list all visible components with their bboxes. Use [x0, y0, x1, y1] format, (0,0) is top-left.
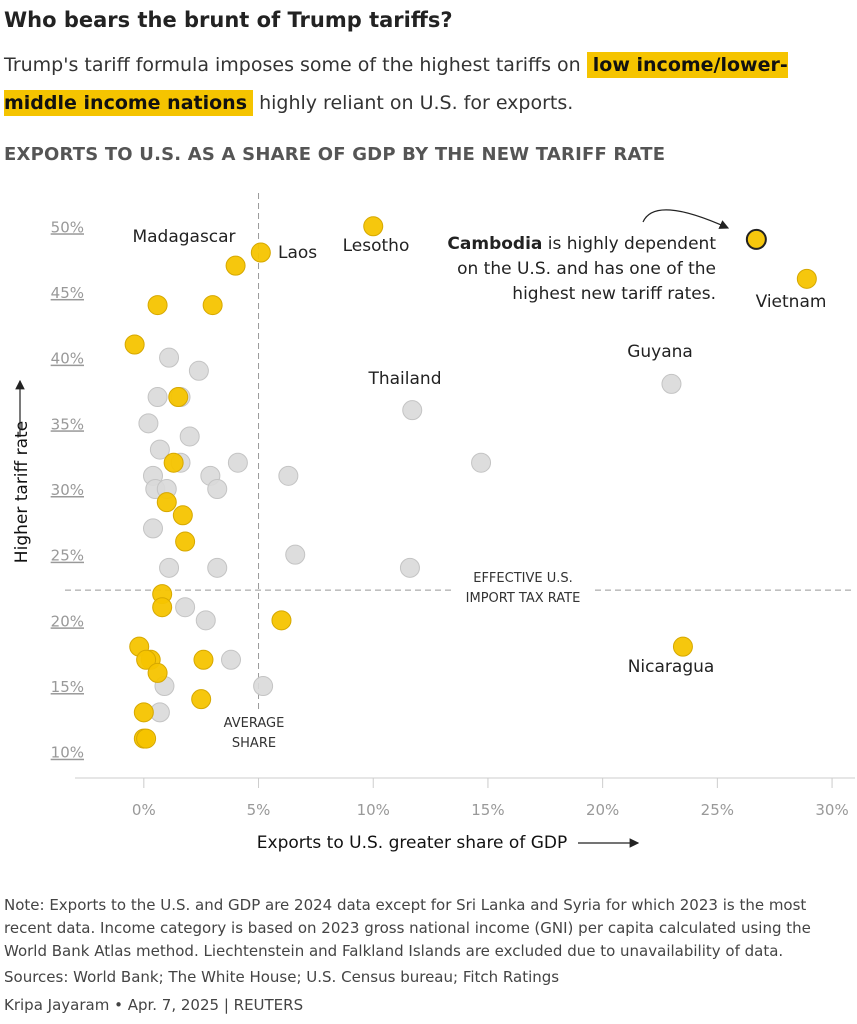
- other-nations-points: [138, 347, 682, 723]
- point-other: [227, 452, 248, 473]
- cambodia-annotation-line2: on the U.S. and has one of the: [457, 259, 716, 279]
- average-share-label-1: AVERAGE: [224, 716, 285, 731]
- point-lesotho: [363, 216, 384, 237]
- label-lesotho: Lesotho: [343, 236, 410, 256]
- point-other: [207, 557, 228, 578]
- x-axis-ticks: 0% 5% 10% 15% 20% 25% 30%: [132, 778, 849, 819]
- point-other: [175, 597, 196, 618]
- label-nicaragua: Nicaragua: [628, 657, 715, 677]
- x-tick-label: 5%: [247, 801, 271, 819]
- point-low-income: [202, 295, 223, 316]
- point-low-income: [136, 649, 157, 670]
- point-other: [159, 557, 180, 578]
- point-low-income: [191, 689, 212, 710]
- point-low-income: [163, 452, 184, 473]
- point-low-income: [147, 295, 168, 316]
- point-low-income: [124, 334, 145, 355]
- x-tick-label: 30%: [815, 801, 848, 819]
- point-low-income: [168, 387, 189, 408]
- x-tick-label: 15%: [471, 801, 504, 819]
- point-cambodia: [745, 228, 767, 250]
- y-tick-label: 10%: [51, 744, 84, 762]
- credit: Kripa Jayaram • Apr. 7, 2025 | REUTERS: [4, 996, 304, 1014]
- point-other: [253, 676, 274, 697]
- point-thailand: [402, 400, 423, 421]
- point-other: [143, 518, 163, 539]
- y-tick-label: 40%: [51, 350, 84, 368]
- x-axis-title: Exports to U.S. greater share of GDP: [257, 833, 567, 853]
- label-thailand: Thailand: [367, 369, 441, 389]
- y-tick-label: 15%: [51, 678, 84, 696]
- point-low-income: [175, 531, 196, 552]
- effective-rate-label-2: IMPORT TAX RATE: [466, 591, 581, 606]
- point-guyana: [661, 373, 682, 394]
- label-laos: Laos: [278, 243, 317, 263]
- point-other: [147, 387, 168, 408]
- subtitle-text-end: highly reliant on U.S. for exports.: [259, 92, 574, 114]
- y-axis-title: Higher tariff rate: [12, 421, 32, 563]
- y-tick-label: 45%: [51, 284, 84, 302]
- cambodia-annotation-line3: highest new tariff rates.: [512, 284, 716, 304]
- point-laos: [250, 242, 271, 263]
- point-nicaragua: [672, 636, 693, 657]
- low-income-points: [124, 216, 817, 749]
- chart-subtitle: Trump's tariff formula imposes some of t…: [4, 46, 854, 122]
- label-guyana: Guyana: [627, 342, 693, 362]
- label-madagascar: Madagascar: [132, 227, 235, 247]
- x-tick-label: 0%: [132, 801, 156, 819]
- point-other: [138, 413, 159, 434]
- y-tick-label: 25%: [51, 547, 84, 565]
- point-other: [195, 610, 216, 631]
- y-tick-label: 35%: [51, 415, 84, 433]
- point-low-income: [193, 649, 214, 670]
- point-low-income: [133, 702, 154, 723]
- y-tick-label: 50%: [51, 218, 84, 236]
- point-low-income: [271, 610, 292, 631]
- chart-title: EXPORTS TO U.S. AS A SHARE OF GDP BY THE…: [4, 144, 666, 165]
- point-other: [179, 426, 200, 447]
- cambodia-annotation-line1: Cambodia is highly dependent: [447, 234, 716, 254]
- cambodia-annotation-rest: is highly dependent: [542, 234, 716, 254]
- point-other: [207, 479, 228, 499]
- x-tick-label: 25%: [701, 801, 734, 819]
- point-other: [285, 544, 306, 565]
- x-tick-label: 10%: [357, 801, 390, 819]
- point-other: [399, 557, 420, 578]
- cambodia-annotation-bold: Cambodia: [447, 234, 542, 254]
- subtitle-text: Trump's tariff formula imposes some of t…: [4, 54, 581, 76]
- chart-headline: Who bears the brunt of Trump tariffs?: [4, 8, 453, 32]
- footnote: Note: Exports to the U.S. and GDP are 20…: [4, 896, 811, 960]
- point-low-income: [156, 492, 177, 513]
- y-tick-label: 30%: [51, 481, 84, 499]
- point-madagascar: [225, 255, 246, 276]
- point-other: [149, 439, 170, 460]
- effective-rate-label-1: EFFECTIVE U.S.: [473, 571, 573, 586]
- y-tick-label: 20%: [51, 612, 84, 630]
- point-other: [188, 360, 209, 381]
- x-tick-label: 20%: [586, 801, 619, 819]
- cambodia-annotation-arrow: [642, 209, 730, 229]
- point-other: [471, 452, 492, 473]
- label-vietnam: Vietnam: [756, 292, 827, 312]
- point-low-income: [172, 505, 193, 526]
- point-other: [159, 347, 180, 368]
- point-low-income: [147, 662, 168, 683]
- point-low-income: [136, 728, 157, 749]
- sources: Sources: World Bank; The White House; U.…: [4, 968, 560, 986]
- effective-rate-label-bg: [455, 583, 591, 598]
- y-axis-ticks: 10% 15% 20% 25% 30% 35% 40% 45% 50%: [51, 218, 84, 761]
- point-other: [221, 649, 241, 670]
- scatter-chart: 10% 15% 20% 25% 30% 35% 40% 45% 50% 0% 5% 10% 15% 20…: [12, 193, 855, 853]
- average-share-label-2: SHARE: [232, 736, 276, 751]
- point-vietnam: [796, 268, 817, 289]
- point-low-income: [152, 597, 173, 618]
- point-other: [278, 465, 299, 486]
